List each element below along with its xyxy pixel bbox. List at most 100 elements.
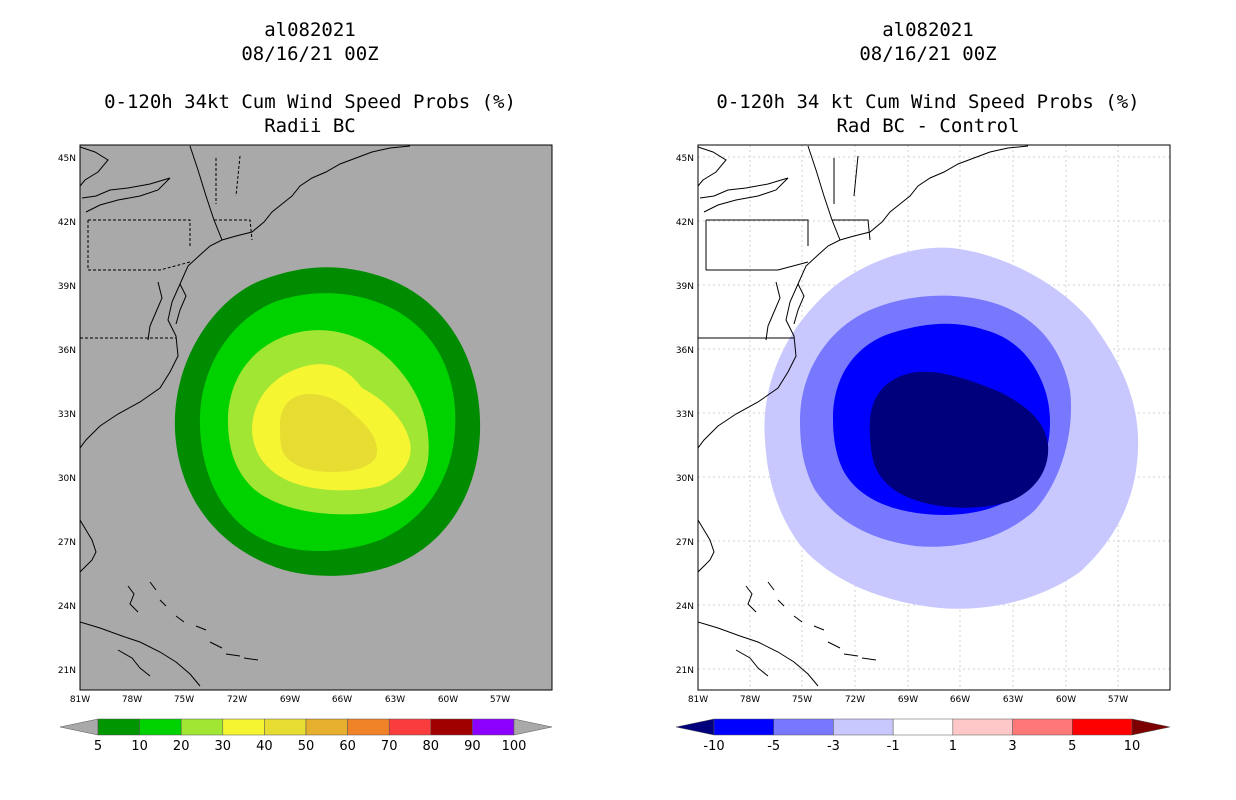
left-colorbar-swatch-6 — [347, 718, 390, 736]
left-lat-45N: 45N — [58, 154, 76, 164]
right-lat-33N: 33N — [676, 410, 694, 420]
right-colorbar-label: 5 — [1068, 739, 1076, 754]
left-colorbar-label: 40 — [256, 739, 273, 754]
left-map: 45N 42N 39N 36N 33N 30N 27N 24N 21N 81W … — [58, 144, 553, 754]
left-lat-42N: 42N — [58, 218, 76, 228]
right-storm-id: al082021 — [882, 19, 974, 41]
left-colorbar-label: 20 — [173, 739, 190, 754]
right-colorbar-swatch-5 — [1012, 718, 1073, 736]
left-lon-60W: 60W — [438, 695, 458, 705]
left-lon-72W: 72W — [227, 695, 247, 705]
right-lat-42N: 42N — [676, 218, 694, 228]
right-lon-63W: 63W — [1003, 695, 1023, 705]
left-colorbar-label: 100 — [502, 739, 527, 754]
left-lon-69W: 69W — [280, 695, 300, 705]
right-lat-39N: 39N — [676, 282, 694, 292]
right-colorbar-label: -5 — [767, 739, 780, 754]
right-colorbar-label: 10 — [1124, 739, 1141, 754]
left-colorbar-swatch-0 — [97, 718, 140, 736]
right-colorbar-label: -1 — [887, 739, 900, 754]
left-colorbar-label: 60 — [339, 739, 356, 754]
right-coastlines — [698, 145, 1029, 687]
right-colorbar-label: -10 — [703, 739, 724, 754]
left-lon-63W: 63W — [385, 695, 405, 705]
left-colorbar-label: 90 — [464, 739, 481, 754]
right-lon-57W: 57W — [1108, 695, 1128, 705]
left-lon-66W: 66W — [332, 695, 352, 705]
left-lon-78W: 78W — [122, 695, 142, 705]
right-colorbar-swatch-3 — [892, 718, 954, 736]
left-datetime: 08/16/21 00Z — [241, 43, 379, 65]
left-lat-33N: 33N — [58, 410, 76, 420]
right-chart-title: 0-120h 34 kt Cum Wind Speed Probs (%) — [716, 91, 1140, 113]
right-map-frame — [697, 144, 1171, 691]
left-colorbar-label: 80 — [423, 739, 440, 754]
right-colorbar-under-arrow — [675, 718, 715, 736]
right-state-borders — [698, 155, 871, 339]
right-lon-81W: 81W — [688, 695, 708, 705]
left-lat-36N: 36N — [58, 346, 76, 356]
left-chart-title: 0-120h 34kt Cum Wind Speed Probs (%) — [104, 91, 516, 113]
right-lat-labels: 45N 42N 39N 36N 33N 30N 27N 24N 21N — [676, 154, 694, 676]
left-colorbar-swatch-3 — [222, 718, 265, 736]
right-lat-36N: 36N — [676, 346, 694, 356]
right-colorbar-swatch-4 — [952, 718, 1013, 736]
right-lat-24N: 24N — [676, 602, 694, 612]
left-lat-labels: 45N 42N 39N 36N 33N 30N 27N 24N 21N — [58, 154, 76, 676]
left-colorbar: 5 10 20 30 40 50 60 70 80 90 100 — [59, 718, 553, 754]
left-colorbar-label: 10 — [131, 739, 148, 754]
right-colorbar-swatch-6 — [1072, 718, 1133, 736]
right-colorbar-swatch-1 — [773, 718, 834, 736]
left-storm-id: al082021 — [264, 19, 356, 41]
left-lon-labels: 81W 78W 75W 72W 69W 66W 63W 60W 57W — [70, 695, 510, 705]
left-panel-titles: al082021 08/16/21 00Z 0-120h 34kt Cum Wi… — [10, 18, 610, 138]
left-probability-contours — [174, 267, 481, 576]
right-lon-66W: 66W — [950, 695, 970, 705]
left-lat-30N: 30N — [58, 474, 76, 484]
right-lon-69W: 69W — [898, 695, 918, 705]
right-colorbar-over-arrow — [1131, 718, 1171, 736]
left-map-frame — [79, 144, 553, 691]
right-lat-45N: 45N — [676, 154, 694, 164]
left-chart-subtitle: Radii BC — [264, 115, 356, 137]
right-colorbar-label: -3 — [827, 739, 840, 754]
left-colorbar-swatch-8 — [430, 718, 473, 736]
left-lon-75W: 75W — [174, 695, 194, 705]
right-lat-21N: 21N — [676, 666, 694, 676]
left-lat-24N: 24N — [58, 602, 76, 612]
right-lon-labels: 81W 78W 75W 72W 69W 66W 63W 60W 57W — [688, 695, 1128, 705]
left-colorbar-over-arrow — [513, 718, 553, 736]
right-panel-titles: al082021 08/16/21 00Z 0-120h 34 kt Cum W… — [628, 18, 1228, 138]
right-difference-contours — [764, 247, 1139, 609]
left-lat-27N: 27N — [58, 538, 76, 548]
right-lon-75W: 75W — [792, 695, 812, 705]
left-lon-57W: 57W — [490, 695, 510, 705]
right-chart-subtitle: Rad BC - Control — [836, 115, 1020, 137]
left-colorbar-swatch-1 — [139, 718, 182, 736]
right-lon-60W: 60W — [1056, 695, 1076, 705]
right-colorbar-label: 3 — [1008, 739, 1016, 754]
left-colorbar-swatch-5 — [305, 718, 348, 736]
left-state-borders — [80, 155, 253, 339]
left-coastlines — [80, 145, 411, 687]
left-lat-21N: 21N — [58, 666, 76, 676]
right-lon-78W: 78W — [740, 695, 760, 705]
left-lat-39N: 39N — [58, 282, 76, 292]
left-colorbar-label: 5 — [94, 739, 102, 754]
right-lon-72W: 72W — [845, 695, 865, 705]
left-colorbar-label: 30 — [215, 739, 232, 754]
left-colorbar-label: 70 — [381, 739, 398, 754]
left-lon-81W: 81W — [70, 695, 90, 705]
left-colorbar-swatch-7 — [388, 718, 432, 736]
left-colorbar-swatch-9 — [472, 718, 515, 736]
right-colorbar-label: 1 — [949, 739, 957, 754]
left-colorbar-swatch-2 — [180, 718, 224, 736]
left-colorbar-under-arrow — [59, 718, 99, 736]
right-datetime: 08/16/21 00Z — [859, 43, 997, 65]
right-contour-minus-10 — [869, 371, 1049, 508]
left-colorbar-label: 50 — [298, 739, 315, 754]
right-colorbar: -10 -5 -3 -1 1 3 5 10 — [675, 718, 1171, 754]
right-colorbar-swatch-0 — [713, 718, 774, 736]
left-contour-40 — [280, 394, 378, 472]
